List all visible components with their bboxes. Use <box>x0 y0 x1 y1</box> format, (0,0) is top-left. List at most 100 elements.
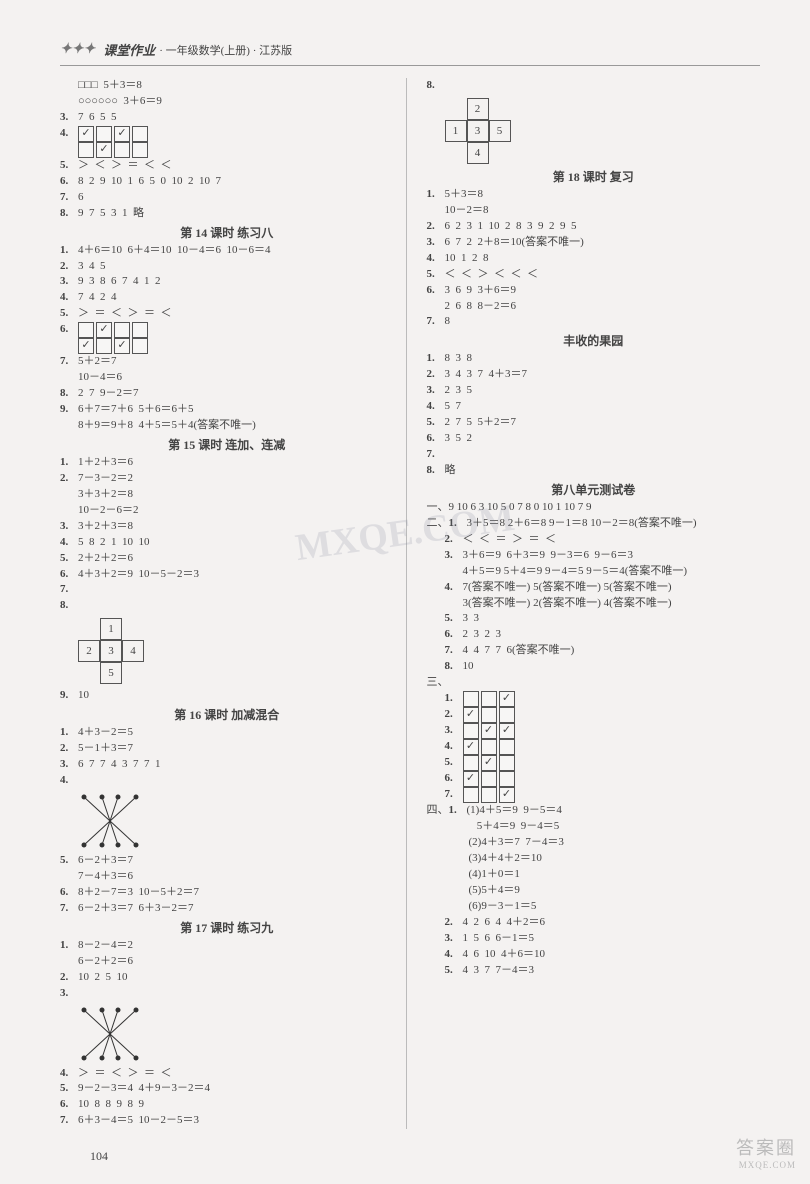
text-line: 2.6 2 3 1 10 2 8 3 9 2 9 5 <box>427 219 761 235</box>
checkbox <box>463 691 479 707</box>
checkbox: ✓ <box>96 322 112 338</box>
text-line: 10－4＝6 <box>78 370 394 386</box>
text-line: 3.1 5 6 6－1＝5 <box>445 931 761 947</box>
checkbox <box>78 142 94 158</box>
text-line: 4.10 1 2 8 <box>427 251 761 267</box>
checkbox <box>114 142 130 158</box>
text-line: 3. <box>60 986 394 1002</box>
checkbox <box>499 771 515 787</box>
text-line: 5.2 7 5 5＋2＝7 <box>427 415 761 431</box>
corner-watermark: 答案圈 MXQE.COM <box>736 1134 796 1170</box>
text-line: 7.5＋2＝7 <box>60 354 394 370</box>
checkbox <box>96 126 112 142</box>
text-line: 6.3 6 9 3＋6＝9 <box>427 283 761 299</box>
checkbox <box>481 787 497 803</box>
text-line: 3＋3＋2＝8 <box>78 487 394 503</box>
checkbox <box>463 723 479 739</box>
checkbox <box>499 707 515 723</box>
checkbox: ✓ <box>463 771 479 787</box>
text-line: (5)5＋4＝9 <box>469 883 761 899</box>
cross-lines-diagram <box>78 791 142 851</box>
checkbox: ✓ <box>463 739 479 755</box>
checkbox-row: 4. ✓ ✓ <box>60 126 394 142</box>
text-line: 6.8 2 9 10 1 6 5 0 10 2 10 7 <box>60 174 394 190</box>
checkbox <box>481 691 497 707</box>
section-title: 丰收的果园 <box>427 332 761 349</box>
text-line: 二、1.3＋5＝8 2＋6＝8 9－1＝8 10－2＝8(答案不唯一) <box>427 516 761 532</box>
text-line: 8.略 <box>427 463 761 479</box>
header-subtitle: · 一年级数学(上册) · 江苏版 <box>159 42 292 58</box>
checkbox <box>114 322 130 338</box>
header-stars-icon: ✦✦✦ <box>60 41 95 58</box>
checkbox-row: ✓ ✓ <box>78 338 394 354</box>
checkbox <box>132 142 148 158</box>
checkbox <box>132 338 148 354</box>
text-line: 3.6 7 7 4 3 7 7 1 <box>60 757 394 773</box>
text-line: 2.5－1＋3＝7 <box>60 741 394 757</box>
text-line: 三、 <box>427 675 761 691</box>
checkbox: ✓ <box>114 338 130 354</box>
text-line: 5.6－2＋3＝7 <box>60 853 394 869</box>
checkbox: ✓ <box>481 755 497 771</box>
checkbox: ✓ <box>499 787 515 803</box>
checkbox <box>499 755 515 771</box>
text-line: 一、9 10 6 3 10 5 0 7 8 0 10 1 10 7 9 <box>427 500 761 516</box>
text-line: 1.5＋3＝8 <box>427 187 761 203</box>
text-line: 9.10 <box>60 688 394 704</box>
checkbox-row: ✓ <box>78 142 394 158</box>
text-line: 4.7 4 2 4 <box>60 290 394 306</box>
text-line: 10－2－6＝2 <box>78 503 394 519</box>
checkbox <box>463 787 479 803</box>
text-line: (3)4＋4＋2＝10 <box>469 851 761 867</box>
text-line: 8.2 7 9－2＝7 <box>60 386 394 402</box>
section-title: 第八单元测试卷 <box>427 481 761 498</box>
cross-diagram: 1 234 5 <box>78 618 394 684</box>
text-line: 7.8 <box>427 314 761 330</box>
text-line: 9.6＋7＝7＋6 5＋6＝6＋5 <box>60 402 394 418</box>
checkbox <box>481 739 497 755</box>
checkbox: ✓ <box>78 126 94 142</box>
columns: □□□ 5＋3＝8 ○○○○○○ 3＋6＝9 3.7 6 5 5 4. ✓ ✓ … <box>60 78 760 1129</box>
checkbox <box>78 322 94 338</box>
text-line: 5.3 3 <box>445 611 761 627</box>
text-line: 四、1.(1)4＋5＝9 9－5＝4 <box>427 803 761 819</box>
section-title: 第 16 课时 加减混合 <box>60 706 394 723</box>
text-line: 1.8 3 8 <box>427 351 761 367</box>
checkbox <box>481 771 497 787</box>
text-line: (6)9－3－1＝5 <box>469 899 761 915</box>
text-line: 5＋4＝9 9－4＝5 <box>469 819 761 835</box>
text-line: 7.6 <box>60 190 394 206</box>
checkbox <box>463 755 479 771</box>
right-column: 8. 2 135 4 第 18 课时 复习 1.5＋3＝8 10－2＝8 2.6… <box>427 78 761 1129</box>
text-line: 2.3 4 3 7 4＋3＝7 <box>427 367 761 383</box>
checkbox <box>132 322 148 338</box>
text-line: 4.5 8 2 1 10 10 <box>60 535 394 551</box>
section-title: 第 18 课时 复习 <box>427 168 761 185</box>
text-line: 4. <box>60 773 394 789</box>
checkbox <box>96 338 112 354</box>
text-line: 7. <box>60 582 394 598</box>
text-line: 6.8＋2－7＝3 10－5＋2＝7 <box>60 885 394 901</box>
text-line: 8. <box>427 78 761 94</box>
text-line: 5.9－2－3＝4 4＋9－3－2＝4 <box>60 1081 394 1097</box>
cross-lines-diagram <box>78 1004 142 1064</box>
text-line: (2)4＋3＝7 7－4＝3 <box>469 835 761 851</box>
text-line: 4.7(答案不唯一) 5(答案不唯一) 5(答案不唯一) <box>445 580 761 596</box>
text-line: 3.3＋2＋3＝8 <box>60 519 394 535</box>
checkbox: ✓ <box>481 723 497 739</box>
text-line: 6.10 8 8 9 8 9 <box>60 1097 394 1113</box>
checkbox: ✓ <box>114 126 130 142</box>
text-line: 5.＞ ＝ ＜ ＞ ＝ ＜ <box>60 306 394 322</box>
text-line: 1.8－2－4＝2 <box>60 938 394 954</box>
text-line: 8.10 <box>445 659 761 675</box>
checkbox: ✓ <box>96 142 112 158</box>
text-line: 5.2＋2＋2＝6 <box>60 551 394 567</box>
text-line: 5.4 3 7 7－4＝3 <box>445 963 761 979</box>
text-line: 8＋9＝9＋8 4＋5＝5＋4(答案不唯一) <box>78 418 394 434</box>
text-line: □□□ 5＋3＝8 <box>78 78 394 94</box>
section-title: 第 15 课时 连加、连减 <box>60 436 394 453</box>
text-line: 3(答案不唯一) 2(答案不唯一) 4(答案不唯一) <box>463 596 761 612</box>
checkbox <box>481 707 497 723</box>
text-line: 3.2 3 5 <box>427 383 761 399</box>
text-line: ○○○○○○ 3＋6＝9 <box>78 94 394 110</box>
